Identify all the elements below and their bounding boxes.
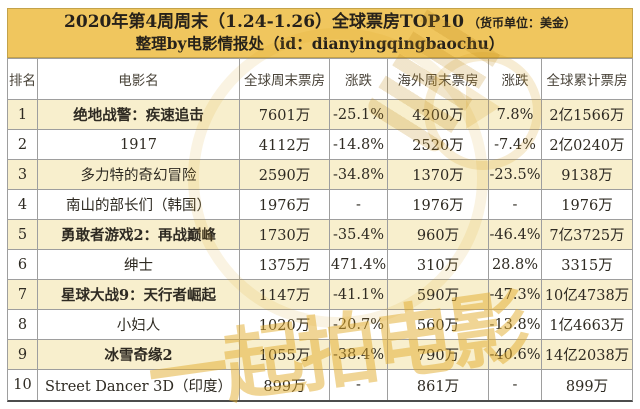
global-total-cell: 9138万 [542,160,632,190]
table-row: 8 小妇人 1020万 -20.7% 560万 -13.8% 1亿4663万 [8,310,632,340]
overseas-change-cell: - [489,190,542,220]
overseas-weekend-cell: 4200万 [388,100,489,130]
title-block: 2020年第4周周末（1.24-1.26）全球票房TOP10 （货币单位：美金） … [7,8,633,58]
movie-name-cell: 星球大战9：天行者崛起 [38,280,240,310]
overseas-change-cell: 28.8% [489,250,542,280]
table-header-row: 排名 电影名 全球周末票房 涨跌 海外周末票房 涨跌 全球累计票房 [8,59,632,100]
table-row: 10 Street Dancer 3D（印度） 899万 - 861万 - 89… [8,370,632,400]
table-row: 1 绝地战警：疾速追击 7601万 -25.1% 4200万 7.8% 2亿15… [8,100,632,130]
global-total-cell: 1976万 [542,190,632,220]
global-total-cell: 2亿0240万 [542,130,632,160]
table-row: 9 冰雪奇缘2 1055万 -38.4% 790万 -40.6% 14亿2038… [8,340,632,370]
weekend-change-cell: 471.4% [330,250,388,280]
overseas-weekend-cell: 2520万 [388,130,489,160]
overseas-change-cell: -47.3% [489,280,542,310]
overseas-weekend-cell: 960万 [388,220,489,250]
rank-cell: 9 [8,340,38,370]
table-body: 1 绝地战警：疾速追击 7601万 -25.1% 4200万 7.8% 2亿15… [8,100,632,400]
weekend-change-cell: -35.4% [330,220,388,250]
global-weekend-cell: 1375万 [240,250,330,280]
col-header-global-total: 全球累计票房 [542,59,632,100]
weekend-change-cell: -20.7% [330,310,388,340]
movie-name-cell: 绝地战警：疾速追击 [38,100,240,130]
box-office-table: 排名 电影名 全球周末票房 涨跌 海外周末票房 涨跌 全球累计票房 1 绝地战警… [7,58,633,402]
global-weekend-cell: 1730万 [240,220,330,250]
weekend-change-cell: -25.1% [330,100,388,130]
movie-name-cell: 冰雪奇缘2 [38,340,240,370]
weekend-change-cell: -14.8% [330,130,388,160]
table-row: 7 星球大战9：天行者崛起 1147万 -41.1% 590万 -47.3% 1… [8,280,632,310]
rank-cell: 10 [8,370,38,400]
global-weekend-cell: 1147万 [240,280,330,310]
movie-name-cell: 多力特的奇幻冒险 [38,160,240,190]
rank-cell: 4 [8,190,38,220]
overseas-change-cell: -23.5% [489,160,542,190]
overseas-weekend-cell: 1976万 [388,190,489,220]
table-row: 5 勇敢者游戏2：再战巅峰 1730万 -35.4% 960万 -46.4% 7… [8,220,632,250]
table-row: 2 1917 4112万 -14.8% 2520万 -7.4% 2亿0240万 [8,130,632,160]
weekend-change-cell: -38.4% [330,340,388,370]
rank-cell: 1 [8,100,38,130]
currency-note: （货币单位：美金） [467,16,576,31]
global-weekend-cell: 1055万 [240,340,330,370]
table-row: 4 南山的部长们（韩国） 1976万 - 1976万 - 1976万 [8,190,632,220]
weekend-change-cell: - [330,370,388,400]
page-title: 2020年第4周周末（1.24-1.26）全球票房TOP10 （货币单位：美金） [64,11,576,34]
global-weekend-cell: 4112万 [240,130,330,160]
table-row: 6 绅士 1375万 471.4% 310万 28.8% 3315万 [8,250,632,280]
overseas-change-cell: - [489,370,542,400]
rank-cell: 7 [8,280,38,310]
global-total-cell: 7亿3725万 [542,220,632,250]
rank-cell: 6 [8,250,38,280]
weekend-change-cell: -34.8% [330,160,388,190]
movie-name-cell: 南山的部长们（韩国） [38,190,240,220]
overseas-weekend-cell: 1370万 [388,160,489,190]
overseas-weekend-cell: 861万 [388,370,489,400]
global-weekend-cell: 7601万 [240,100,330,130]
overseas-change-cell: -46.4% [489,220,542,250]
title-main-text: 2020年第4周周末（1.24-1.26）全球票房TOP10 [64,12,464,33]
movie-name-cell: 小妇人 [38,310,240,340]
col-header-movie-name: 电影名 [38,59,240,100]
rank-cell: 2 [8,130,38,160]
col-header-rank: 排名 [8,59,38,100]
global-weekend-cell: 2590万 [240,160,330,190]
movie-name-cell: 绅士 [38,250,240,280]
overseas-change-cell: -13.8% [489,310,542,340]
movie-name-cell: 勇敢者游戏2：再战巅峰 [38,220,240,250]
content-area: 2020年第4周周末（1.24-1.26）全球票房TOP10 （货币单位：美金） … [7,8,633,402]
overseas-weekend-cell: 790万 [388,340,489,370]
page-subtitle: 整理by电影情报处（id：dianyingqingbaochu） [135,34,505,53]
col-header-global-weekend: 全球周末票房 [240,59,330,100]
weekend-change-cell: -41.1% [330,280,388,310]
col-header-change-2: 涨跌 [489,59,542,100]
global-total-cell: 1亿4663万 [542,310,632,340]
rank-cell: 3 [8,160,38,190]
movie-name-cell: 1917 [38,130,240,160]
overseas-change-cell: 7.8% [489,100,542,130]
global-total-cell: 3315万 [542,250,632,280]
overseas-change-cell: -7.4% [489,130,542,160]
table-row: 3 多力特的奇幻冒险 2590万 -34.8% 1370万 -23.5% 913… [8,160,632,190]
global-total-cell: 14亿2038万 [542,340,632,370]
global-total-cell: 899万 [542,370,632,400]
overseas-weekend-cell: 590万 [388,280,489,310]
overseas-change-cell: -40.6% [489,340,542,370]
global-weekend-cell: 1976万 [240,190,330,220]
overseas-weekend-cell: 560万 [388,310,489,340]
weekend-change-cell: - [330,190,388,220]
global-total-cell: 10亿4738万 [542,280,632,310]
global-total-cell: 2亿1566万 [542,100,632,130]
global-weekend-cell: 1020万 [240,310,330,340]
global-weekend-cell: 899万 [240,370,330,400]
col-header-change-1: 涨跌 [330,59,388,100]
rank-cell: 8 [8,310,38,340]
movie-name-cell: Street Dancer 3D（印度） [38,370,240,400]
rank-cell: 5 [8,220,38,250]
col-header-overseas-weekend: 海外周末票房 [388,59,489,100]
overseas-weekend-cell: 310万 [388,250,489,280]
